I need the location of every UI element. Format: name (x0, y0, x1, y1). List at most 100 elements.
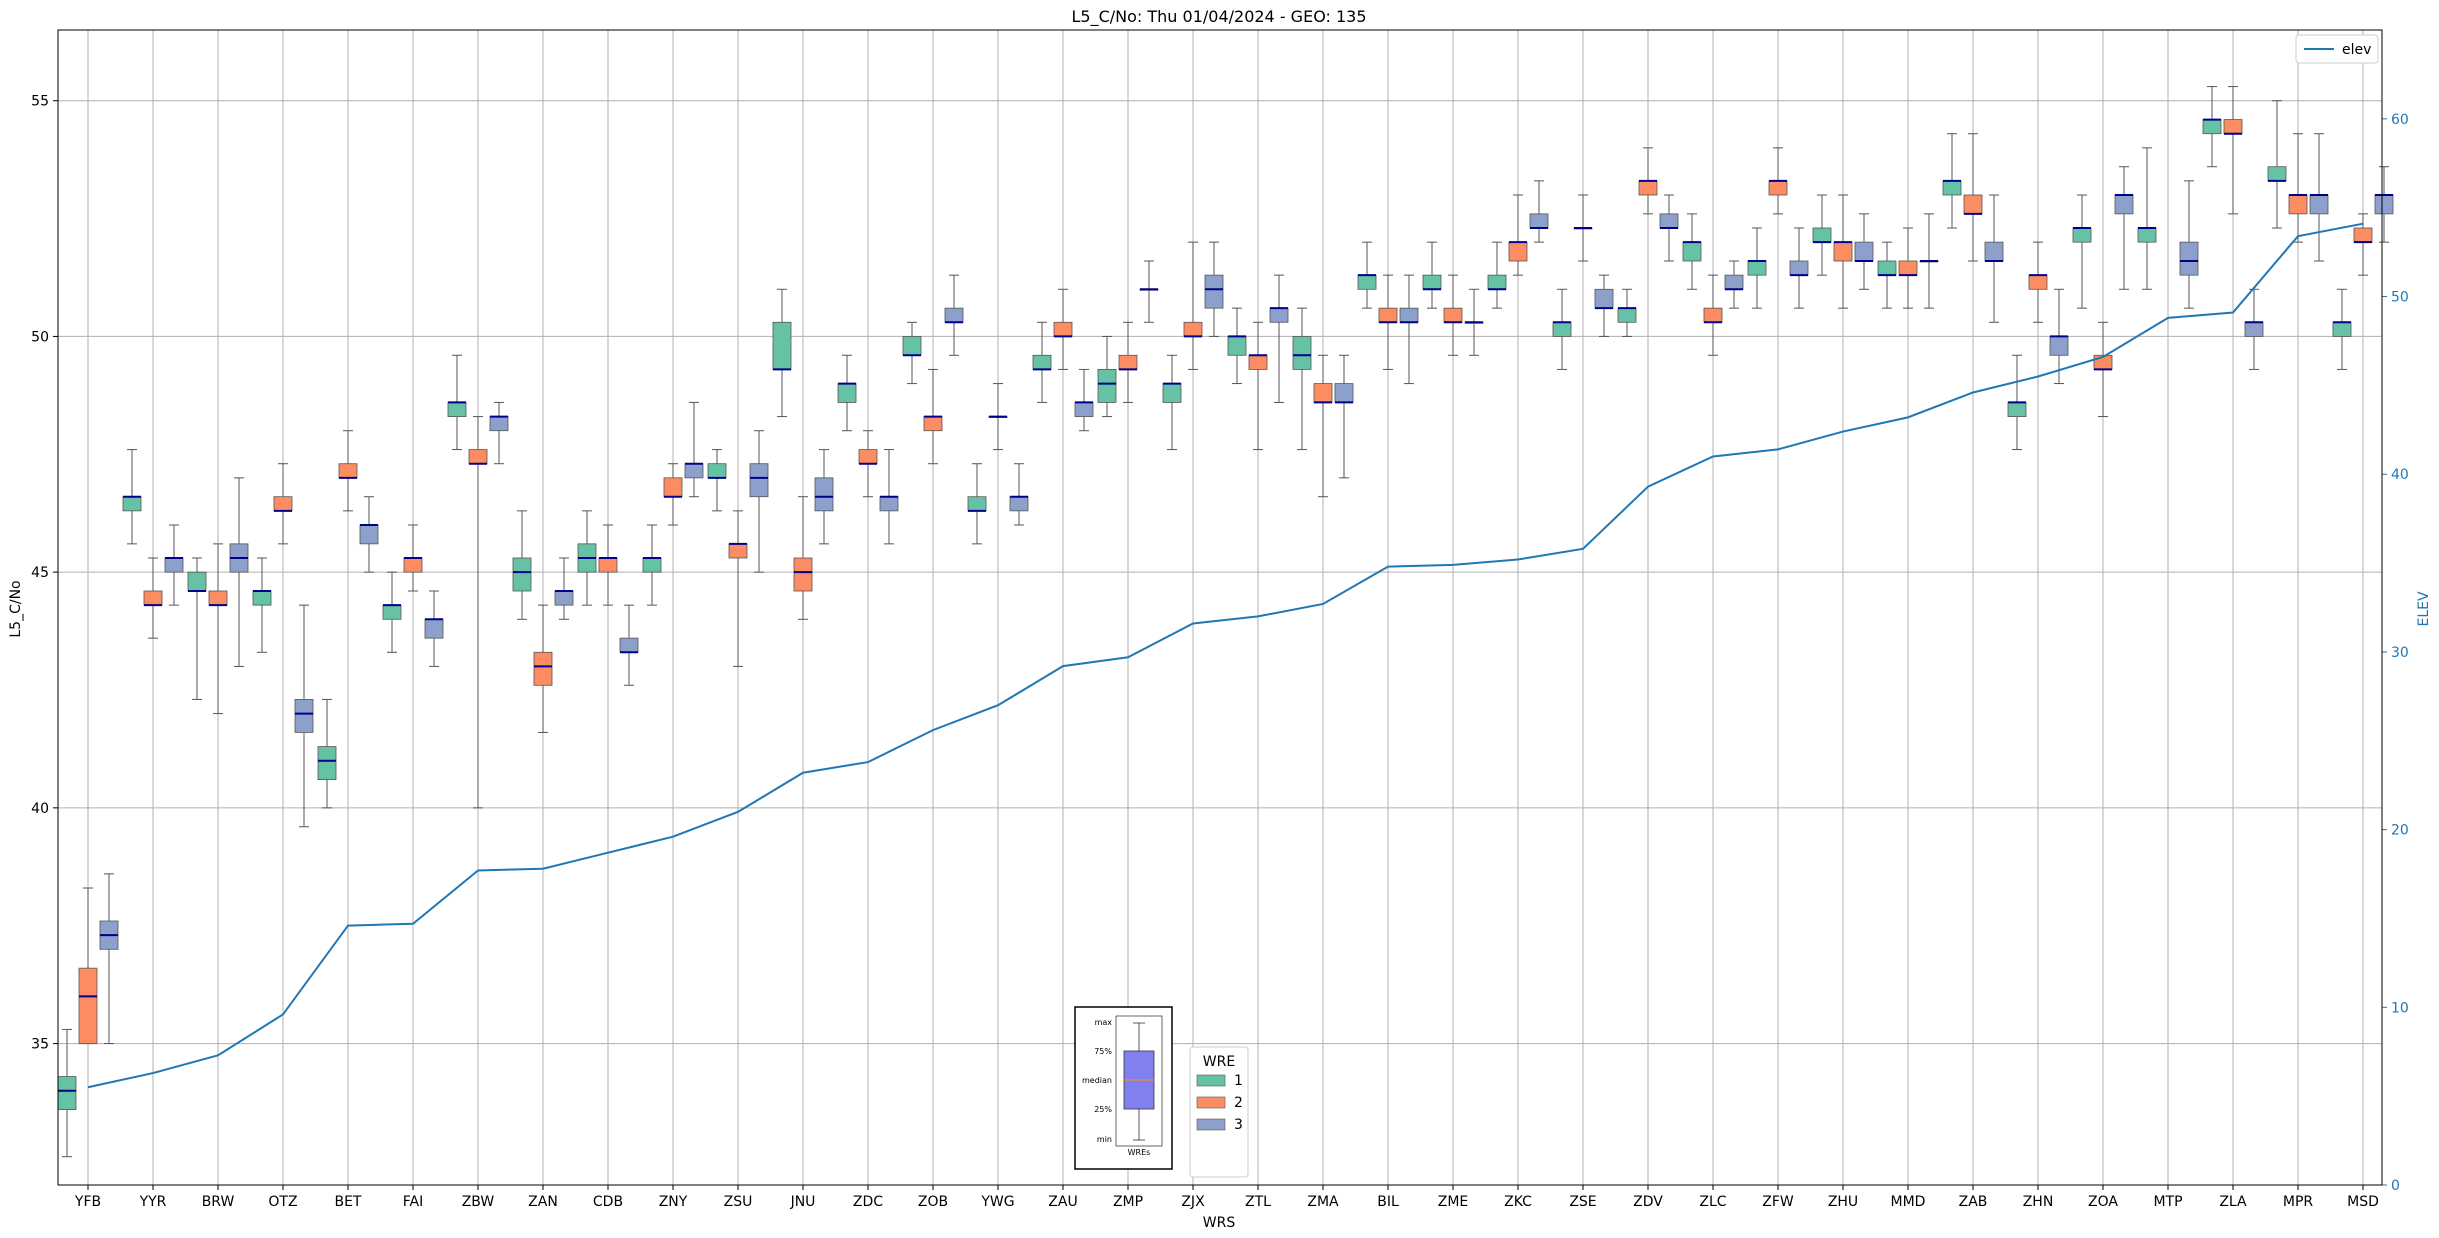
x-tick-label: ZSE (1569, 1194, 1596, 1210)
box-iqr (1508, 241, 1528, 262)
right-y-axis-label: ELEV (2416, 591, 2432, 626)
box-iqr (187, 571, 207, 592)
box-iqr (642, 557, 662, 573)
box-iqr (1747, 260, 1767, 276)
box-iqr (1659, 213, 1679, 229)
box-iqr (2028, 274, 2048, 290)
box-iqr (728, 543, 748, 559)
elev-legend: elev (2295, 34, 2379, 64)
box-iqr (294, 699, 314, 733)
x-axis-label: WRS (1203, 1215, 1236, 1231)
grid-lines (58, 30, 2382, 1185)
box-iqr (1183, 321, 1203, 337)
right-y-tick-label: 0 (2391, 1178, 2400, 1194)
elev-line-series (87, 222, 2364, 1089)
box-iqr (1292, 336, 1312, 370)
x-tick-label: ZME (1438, 1194, 1469, 1210)
x-tick-label: ZOB (918, 1194, 948, 1210)
box-iqr (1443, 307, 1463, 323)
x-tick-label: MTP (2153, 1194, 2182, 1210)
box-iqr (143, 590, 163, 606)
box-iqr (1378, 307, 1398, 323)
box-iqr (2223, 119, 2243, 135)
right-y-tick-label: 30 (2391, 645, 2409, 661)
box-iqr (2309, 194, 2329, 215)
box-iqr (1422, 274, 1442, 290)
box-iqr (382, 604, 402, 620)
box-iqr (1789, 260, 1809, 276)
box-iqr (598, 557, 618, 573)
x-tick-label: ZOA (2088, 1194, 2118, 1210)
box-iqr (1984, 241, 2004, 262)
x-tick-label: ZLC (1699, 1194, 1726, 1210)
box-iqr (252, 590, 272, 606)
x-tick-label: ZAB (1959, 1194, 1988, 1210)
chart-title: L5_C/No: Thu 01/04/2024 - GEO: 135 (1071, 7, 1366, 27)
box-iqr (78, 967, 98, 1044)
box-iqr (619, 637, 639, 653)
box-series (57, 86, 2394, 1158)
x-tick-label: ZAU (1048, 1194, 1077, 1210)
box-iqr (858, 449, 878, 465)
box-iqr (1833, 241, 1853, 262)
x-tick-label: YYR (139, 1194, 167, 1210)
wre-legend-swatch-2 (1196, 1096, 1226, 1109)
wre-legend-label-1: 1 (1234, 1073, 1243, 1089)
wre-legend-swatch-3 (1196, 1118, 1226, 1131)
x-tick-label: ZBW (462, 1194, 495, 1210)
box-iqr (468, 449, 488, 465)
box-iqr (1313, 383, 1333, 403)
box-iqr (837, 383, 857, 403)
box-iqr (2374, 194, 2394, 215)
x-tick-label: BET (334, 1194, 361, 1210)
box-iqr (512, 557, 532, 592)
x-tick-label: ZHN (2023, 1194, 2054, 1210)
box-iqr (1854, 241, 1874, 262)
inset-label-q1: 25% (1094, 1105, 1112, 1114)
box-iqr (1682, 241, 1702, 262)
inset-plot-frame (1115, 1015, 1163, 1147)
box-iqr (2137, 227, 2157, 243)
box-iqr (923, 416, 943, 432)
x-tick-label: ZLA (2219, 1194, 2247, 1210)
box-iqr (1118, 354, 1138, 370)
box-iqr (772, 321, 792, 370)
inset-xlabel: WREs (1128, 1148, 1151, 1157)
box-iqr (2049, 336, 2069, 356)
box-iqr (2072, 227, 2092, 243)
x-tick-label: OTZ (268, 1194, 297, 1210)
wre-legend-label-2: 2 (1234, 1095, 1243, 1111)
box-iqr (1227, 336, 1247, 356)
box-iqr (1162, 383, 1182, 403)
x-tick-label: BRW (202, 1194, 235, 1210)
box-iqr (2114, 194, 2134, 215)
right-y-tick-label: 50 (2391, 290, 2409, 306)
box-iqr (489, 416, 509, 432)
box-iqr (208, 590, 228, 606)
box-iqr (967, 496, 987, 512)
x-tick-label: MSD (2347, 1194, 2379, 1210)
x-tick-label: YWG (980, 1194, 1014, 1210)
box-iqr (317, 746, 337, 780)
box-iqr (164, 557, 184, 573)
box-iqr (1963, 194, 1983, 215)
plot-frame (57, 29, 2383, 1186)
x-tick-label: ZDV (1633, 1194, 1663, 1210)
box-iqr (1032, 354, 1052, 370)
box-iqr (2202, 119, 2222, 135)
inset-label-q3: 75% (1094, 1047, 1112, 1056)
box-iqr (1248, 354, 1268, 370)
x-tick-label: ZDC (853, 1194, 883, 1210)
box-iqr (122, 496, 142, 512)
box-iqr (273, 496, 293, 512)
box-iqr (424, 618, 444, 639)
wre-legend-swatch-1 (1196, 1074, 1226, 1087)
box-iqr (1638, 180, 1658, 196)
wre-legend: WRE 1 2 3 (1189, 1046, 1249, 1178)
x-tick-label: ZAN (528, 1194, 558, 1210)
box-iqr (1594, 288, 1614, 309)
box-iqr (2332, 321, 2352, 337)
box-iqr (1053, 321, 1073, 337)
box-iqr (1724, 274, 1744, 290)
box-iqr (2353, 227, 2373, 243)
